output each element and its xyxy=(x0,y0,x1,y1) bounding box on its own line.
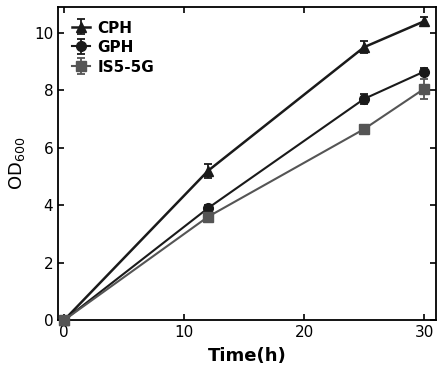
Legend: CPH, GPH, IS5-5G: CPH, GPH, IS5-5G xyxy=(66,15,160,81)
Y-axis label: $\mathrm{OD_{600}}$: $\mathrm{OD_{600}}$ xyxy=(7,137,27,190)
X-axis label: Time(h): Time(h) xyxy=(208,347,287,365)
